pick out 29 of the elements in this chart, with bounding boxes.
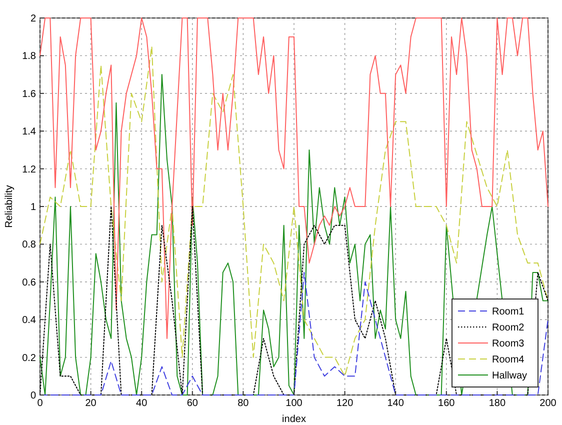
y-tick-label: 0 <box>30 390 36 402</box>
x-tick-label: 180 <box>488 398 506 409</box>
y-tick-label: 0.6 <box>22 277 36 288</box>
x-tick-label: 140 <box>387 398 404 409</box>
x-tick-label: 20 <box>85 398 97 409</box>
x-tick-label: 100 <box>286 398 303 409</box>
y-tick-label: 1.6 <box>22 88 36 100</box>
y-tick-label: 2 <box>30 14 36 24</box>
y-tick-label: 0.4 <box>22 315 36 326</box>
legend-label: Room3 <box>492 338 525 350</box>
legend-label: Room4 <box>492 354 525 366</box>
y-tick-label: 0.2 <box>22 352 36 364</box>
legend-label: Room1 <box>492 306 525 318</box>
x-tick-label: 160 <box>438 398 456 409</box>
x-tick-label: 0 <box>37 398 44 409</box>
y-tick-label: 1 <box>30 202 36 213</box>
y-tick-label: 1.4 <box>22 126 36 138</box>
y-tick-label: 1.2 <box>22 164 36 176</box>
y-tick-label: 1.8 <box>22 51 36 62</box>
y-axis-title: Reliability <box>4 185 15 228</box>
x-tick-label: 120 <box>336 398 354 409</box>
x-tick-label: 60 <box>186 398 198 409</box>
legend-label: Room2 <box>492 322 525 334</box>
x-tick-label: 200 <box>540 398 557 409</box>
x-tick-label: 80 <box>238 398 250 409</box>
x-tick-label: 40 <box>136 398 148 409</box>
y-tick-label: 0.8 <box>22 240 36 251</box>
legend-label: Hallway <box>492 370 528 382</box>
x-axis-title: index <box>282 414 306 425</box>
